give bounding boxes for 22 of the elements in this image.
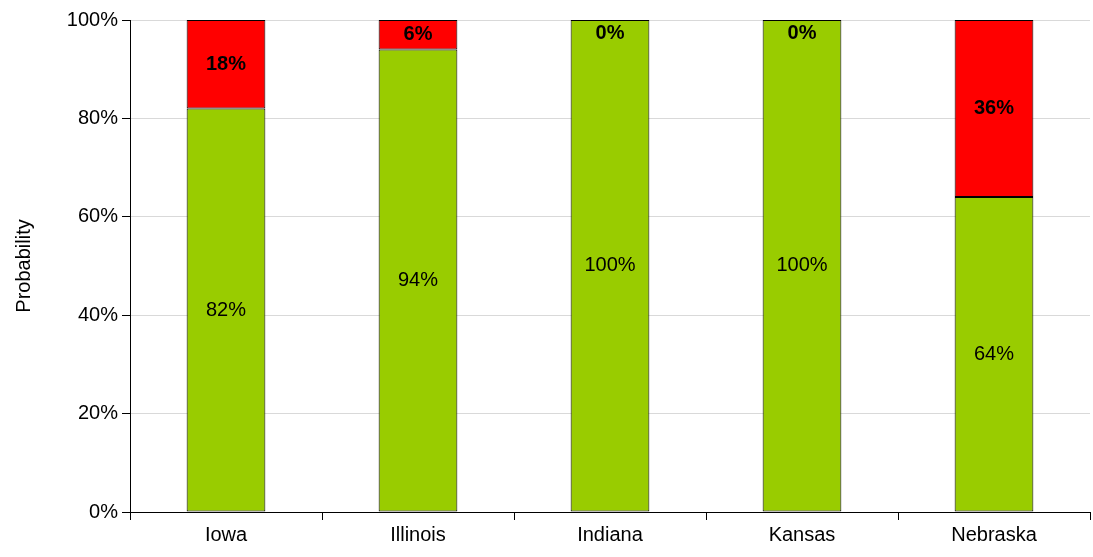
y-tick-label: 80%: [77, 105, 119, 128]
data-label: 0%: [595, 20, 625, 43]
x-tick-label: Kansas: [768, 522, 836, 545]
y-tick-label: 20%: [77, 401, 119, 424]
data-label: 82%: [205, 297, 247, 320]
data-label: 36%: [973, 96, 1015, 119]
data-label: 94%: [397, 268, 439, 291]
data-label: 100%: [776, 253, 828, 276]
y-tick-label: 40%: [77, 302, 119, 325]
y-tick-label: 100%: [66, 7, 119, 30]
y-tick-label: 60%: [77, 204, 119, 227]
data-label: 6%: [403, 22, 433, 45]
data-label: 18%: [205, 51, 247, 74]
y-axis-title: Probability: [11, 219, 34, 313]
x-tick-label: Nebraska: [951, 522, 1038, 545]
x-tick-label: Illinois: [390, 522, 446, 545]
y-tick-label: 0%: [89, 499, 119, 522]
data-label: 100%: [584, 253, 636, 276]
x-tick-label: Indiana: [577, 522, 644, 545]
x-tick-label: Iowa: [204, 522, 248, 545]
data-label: 0%: [787, 20, 817, 43]
data-label: 64%: [973, 341, 1015, 364]
